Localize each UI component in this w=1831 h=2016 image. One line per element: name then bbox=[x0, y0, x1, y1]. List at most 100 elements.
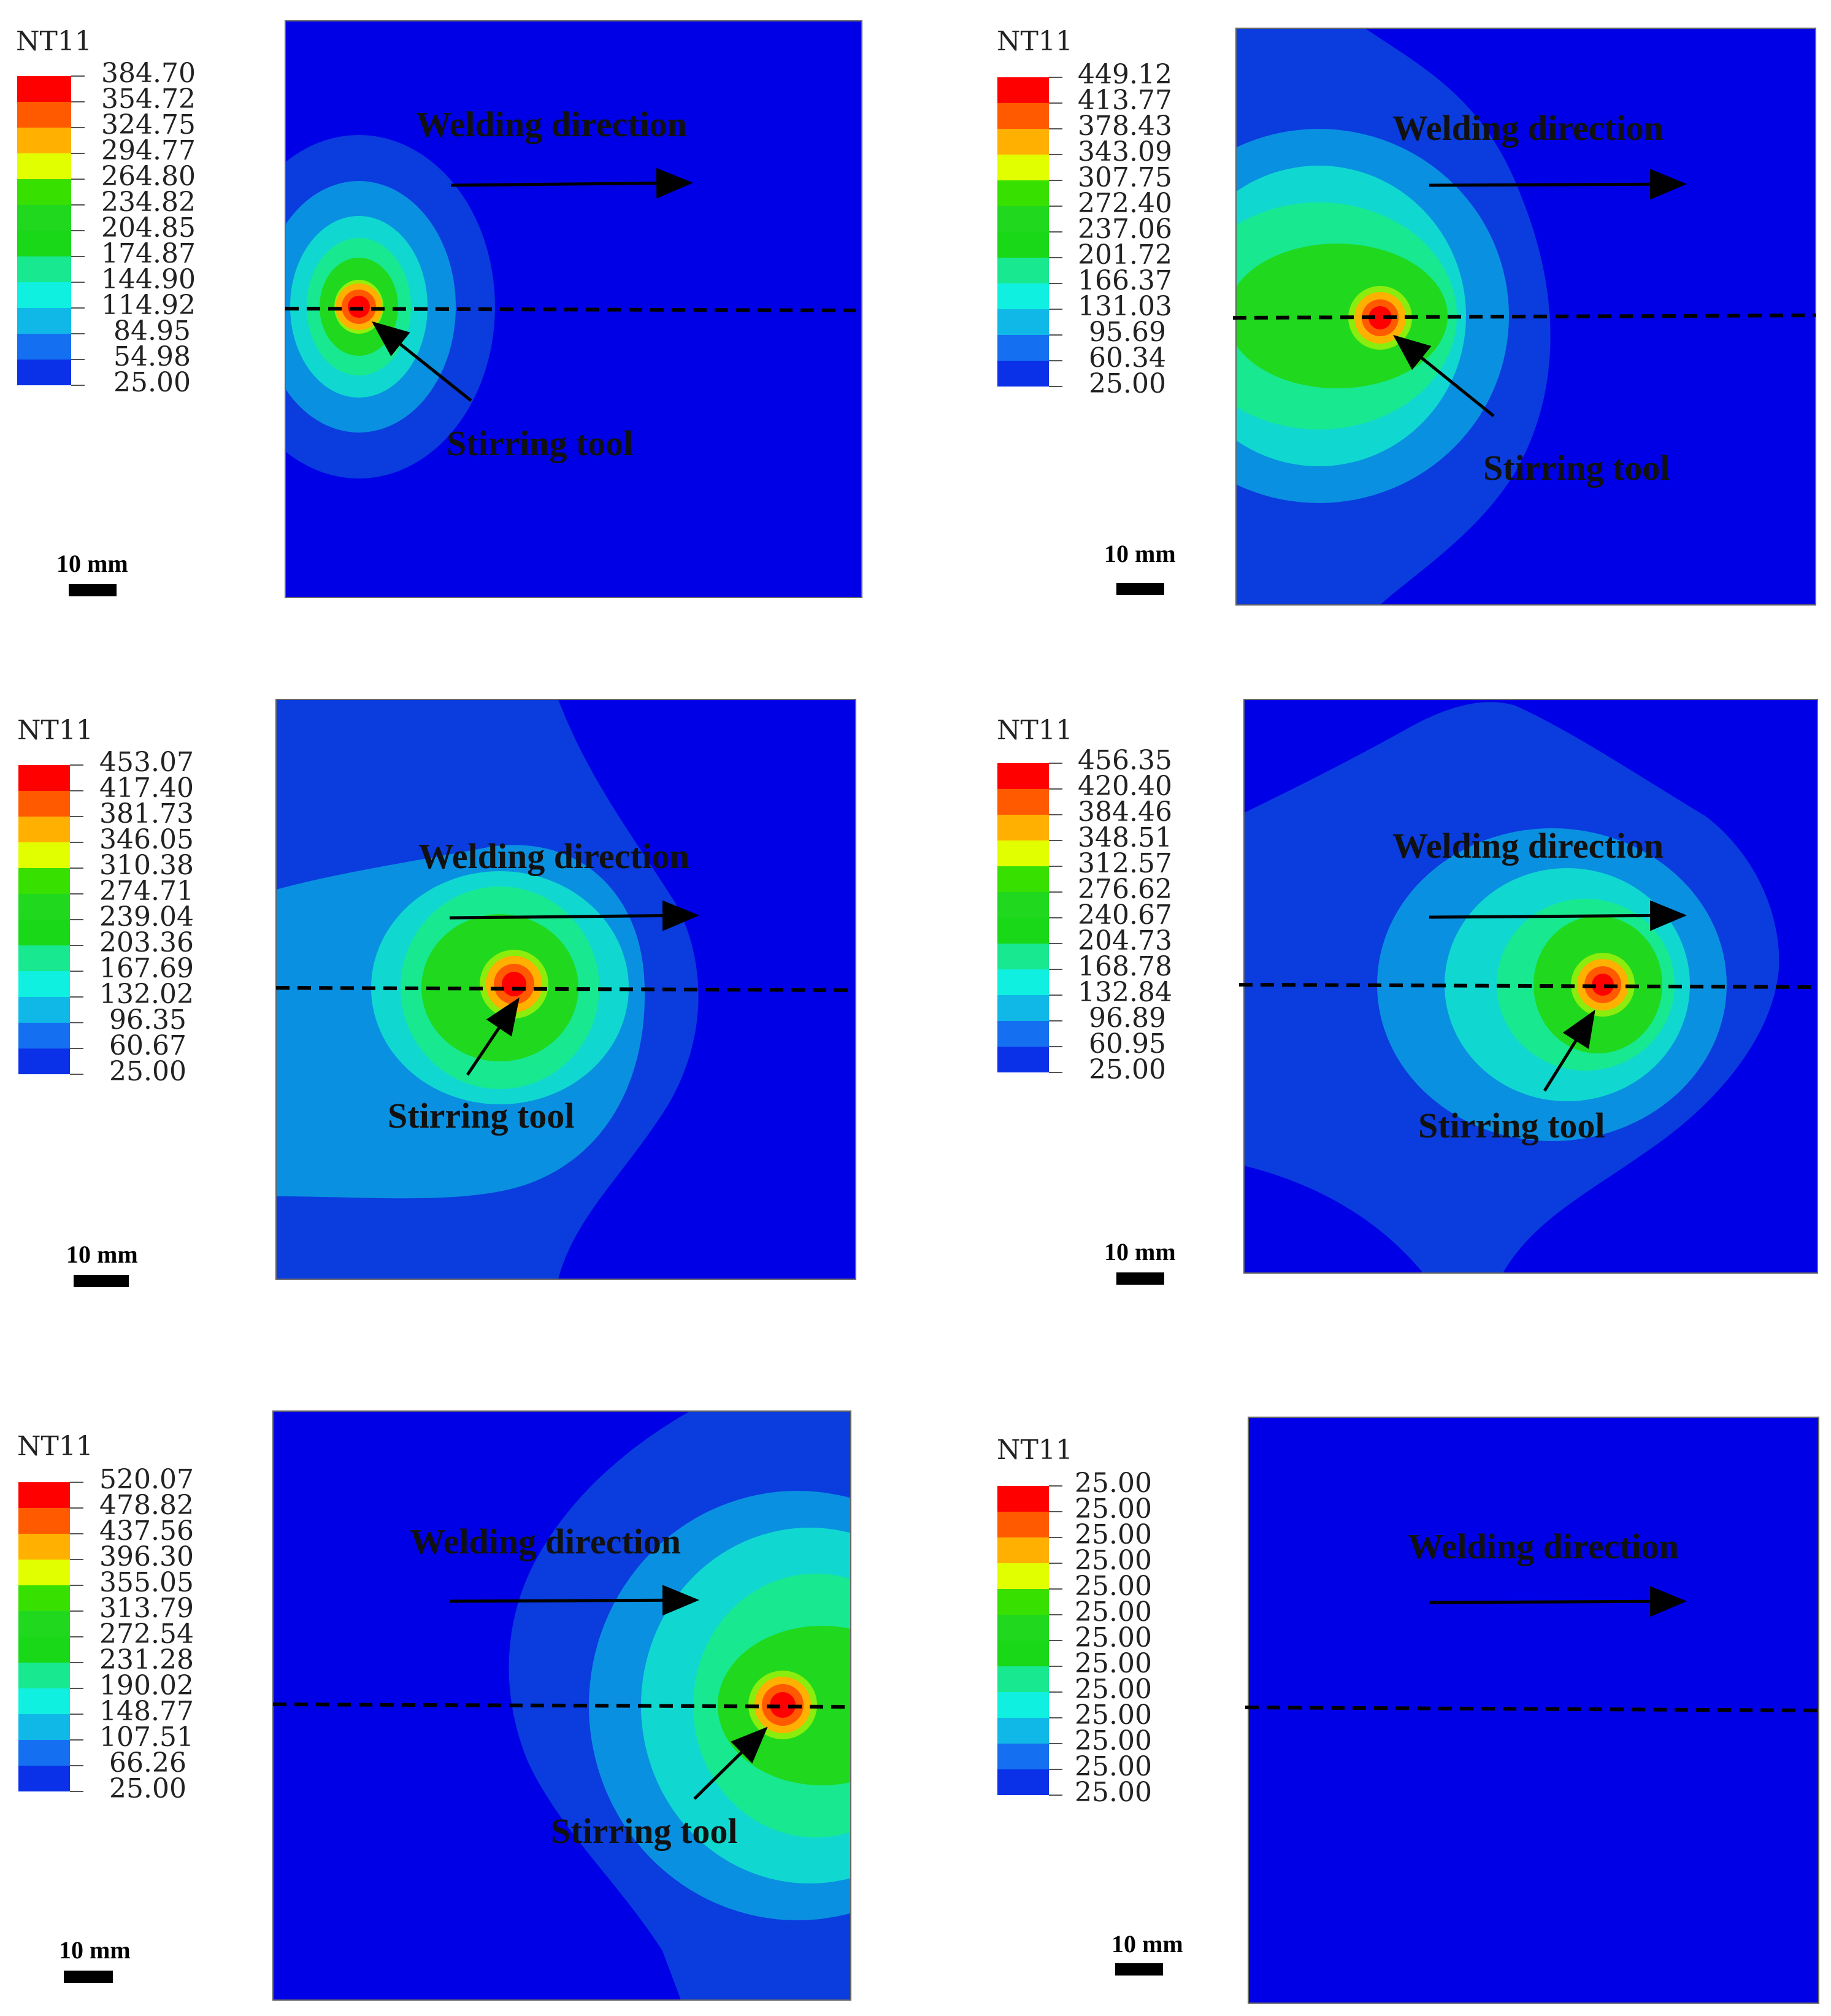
legend-2-swatch bbox=[997, 232, 1049, 258]
legend-6-value: 25.00 bbox=[1075, 1725, 1152, 1756]
welding-direction-label-4: Welding direction bbox=[1392, 826, 1664, 866]
legend-3-swatch bbox=[18, 971, 70, 997]
legend-6-value: 25.00 bbox=[1075, 1493, 1152, 1525]
scale-bar-5-bar bbox=[64, 1971, 113, 1983]
scale-bar-6: 10 mm bbox=[1111, 1930, 1183, 1976]
legend-1-value: 264.80 bbox=[101, 161, 196, 192]
legend-5-swatch bbox=[18, 1585, 70, 1611]
welding-direction-arrow-1 bbox=[450, 167, 693, 199]
legend-4-swatch bbox=[997, 815, 1049, 841]
legend-4-value: 25.00 bbox=[1089, 1054, 1166, 1085]
legend-3-swatch bbox=[18, 997, 70, 1023]
welding-direction-label-5: Welding direction bbox=[410, 1522, 681, 1561]
legend-3-swatch bbox=[18, 817, 70, 842]
legend-2-swatch bbox=[997, 103, 1049, 129]
stirring-tool-label-4: Stirring tool bbox=[1418, 1106, 1605, 1145]
legend-5-value: 396.30 bbox=[99, 1541, 194, 1572]
legend-2-value: 25.00 bbox=[1089, 368, 1166, 399]
legend-4: NT11 456.35 420.40 384.46 348.51 312.57 … bbox=[997, 715, 1172, 1085]
legend-5-value: 231.28 bbox=[99, 1644, 194, 1676]
legend-2-value: 272.40 bbox=[1078, 188, 1172, 219]
legend-2-value: 201.72 bbox=[1078, 239, 1172, 271]
legend-4-value: 60.95 bbox=[1089, 1028, 1166, 1060]
legend-1-value: 114.92 bbox=[101, 290, 196, 321]
legend-1-title: NT11 bbox=[16, 26, 92, 57]
legend-2-swatch bbox=[997, 129, 1049, 155]
legend-3-value: 417.40 bbox=[99, 772, 194, 804]
legend-1-swatches bbox=[17, 75, 85, 386]
legend-4-value: 312.57 bbox=[1078, 848, 1172, 879]
legend-4-values: 456.35 420.40 384.46 348.51 312.57 276.6… bbox=[1078, 745, 1172, 1085]
legend-3-swatches bbox=[18, 764, 83, 1075]
legend-3-swatch bbox=[18, 945, 70, 971]
scale-bar-2-label: 10 mm bbox=[1104, 540, 1176, 567]
legend-3-value: 25.00 bbox=[109, 1056, 186, 1087]
legend-6-values: 25.00 25.00 25.00 25.00 25.00 25.00 25.0… bbox=[1075, 1468, 1152, 1808]
legend-1-value: 204.85 bbox=[101, 212, 196, 244]
legend-6-swatch bbox=[997, 1563, 1049, 1589]
legend-6-value: 25.00 bbox=[1075, 1751, 1152, 1782]
legend-3: NT11 453.07 417.40 381.73 346.05 310.38 … bbox=[17, 715, 194, 1087]
legend-2-value: 131.03 bbox=[1078, 291, 1172, 322]
legend-2-swatch bbox=[997, 180, 1049, 206]
legend-5-swatch bbox=[18, 1714, 70, 1740]
legend-6-swatch bbox=[997, 1692, 1049, 1718]
legend-6-value: 25.00 bbox=[1075, 1648, 1152, 1679]
legend-1-swatch bbox=[17, 102, 71, 128]
welding-direction-label-1: Welding direction bbox=[416, 104, 687, 144]
weld-line-3 bbox=[275, 986, 853, 992]
legend-1-swatch bbox=[17, 205, 71, 231]
legend-1-value: 84.95 bbox=[113, 315, 191, 347]
tool-pointer-arrow-1 bbox=[372, 321, 472, 402]
legend-1-value: 294.77 bbox=[101, 135, 196, 166]
legend-5-value: 107.51 bbox=[99, 1722, 194, 1753]
legend-3-swatch bbox=[18, 842, 70, 868]
legend-3-value: 96.35 bbox=[109, 1004, 186, 1036]
legend-6-swatch bbox=[997, 1666, 1049, 1692]
legend-3-swatch bbox=[18, 920, 70, 945]
legend-4-swatch bbox=[997, 841, 1049, 866]
legend-5-swatch bbox=[18, 1508, 70, 1534]
legend-6-swatch bbox=[997, 1641, 1049, 1666]
legend-6-value: 25.00 bbox=[1075, 1622, 1152, 1653]
legend-5-value: 520.07 bbox=[99, 1464, 194, 1495]
legend-3-swatch bbox=[18, 868, 70, 894]
legend-1-swatch bbox=[17, 179, 71, 205]
legend-6: NT11 25.00 25.00 25.00 25.00 25.00 25.00… bbox=[997, 1434, 1152, 1808]
legend-6-value: 25.00 bbox=[1075, 1545, 1152, 1576]
legend-3-swatch bbox=[18, 791, 70, 817]
scale-bar-3: 10 mm bbox=[66, 1241, 138, 1287]
scale-bar-3-label: 10 mm bbox=[66, 1241, 138, 1268]
legend-2-swatch bbox=[997, 258, 1049, 283]
scale-bar-5: 10 mm bbox=[59, 1936, 131, 1983]
legend-1-swatch bbox=[17, 360, 71, 385]
panel-3: NT11 453.07 417.40 381.73 346.05 310.38 … bbox=[17, 699, 856, 1287]
legend-2-swatch bbox=[997, 335, 1049, 361]
stirring-tool-label-1: Stirring tool bbox=[447, 423, 633, 463]
legend-2: NT11 449.12 413.77 378.43 343.09 307.75 … bbox=[997, 26, 1172, 399]
legend-1-value: 144.90 bbox=[101, 264, 196, 295]
tool-pointer-arrow-4 bbox=[1543, 1009, 1595, 1092]
legend-2-swatch bbox=[997, 283, 1049, 309]
legend-2-swatches bbox=[997, 77, 1062, 387]
legend-5-swatch bbox=[18, 1688, 70, 1714]
legend-5-swatch bbox=[18, 1637, 70, 1663]
legend-2-values: 449.12 413.77 378.43 343.09 307.75 272.4… bbox=[1078, 59, 1172, 399]
legend-1-value: 54.98 bbox=[113, 341, 191, 372]
legend-1-swatch bbox=[17, 231, 71, 256]
legend-3-value: 453.07 bbox=[99, 747, 194, 778]
legend-5-swatch bbox=[18, 1740, 70, 1766]
legend-5-swatch bbox=[18, 1663, 70, 1688]
legend-2-value: 378.43 bbox=[1078, 110, 1172, 142]
welding-direction-arrow-5 bbox=[449, 1585, 699, 1616]
legend-1-value: 25.00 bbox=[113, 367, 191, 398]
legend-6-value: 25.00 bbox=[1075, 1571, 1152, 1602]
legend-2-swatch bbox=[997, 155, 1049, 180]
legend-4-value: 168.78 bbox=[1078, 951, 1172, 982]
legend-6-value: 25.00 bbox=[1075, 1674, 1152, 1705]
legend-4-swatch bbox=[997, 892, 1049, 918]
legend-6-swatch bbox=[997, 1769, 1049, 1795]
welding-direction-label-3: Welding direction bbox=[418, 836, 689, 876]
legend-5-value: 313.79 bbox=[99, 1593, 194, 1624]
